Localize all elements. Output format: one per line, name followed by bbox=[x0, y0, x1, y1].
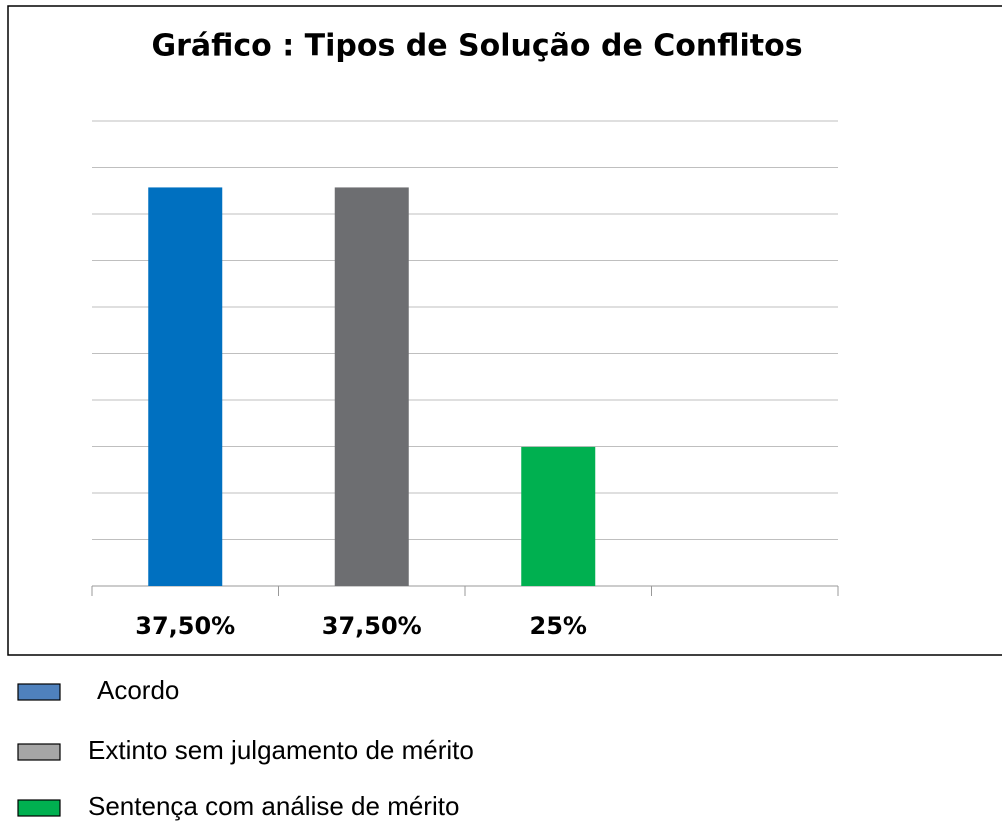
value-label: 25% bbox=[530, 612, 587, 640]
bar bbox=[521, 446, 596, 586]
bar bbox=[334, 187, 409, 586]
legend-swatch bbox=[17, 743, 61, 761]
chart-title: Gráfico : Tipos de Solução de Conflitos bbox=[151, 29, 802, 64]
legend-label: Extinto sem julgamento de mérito bbox=[88, 735, 474, 765]
bar bbox=[148, 187, 223, 586]
legend-label: Acordo bbox=[97, 675, 179, 705]
value-label: 37,50% bbox=[135, 612, 235, 640]
legend-swatch bbox=[17, 683, 61, 701]
legend-swatch bbox=[17, 799, 61, 817]
value-label: 37,50% bbox=[322, 612, 422, 640]
legend-label: Sentença com análise de mérito bbox=[88, 791, 459, 821]
